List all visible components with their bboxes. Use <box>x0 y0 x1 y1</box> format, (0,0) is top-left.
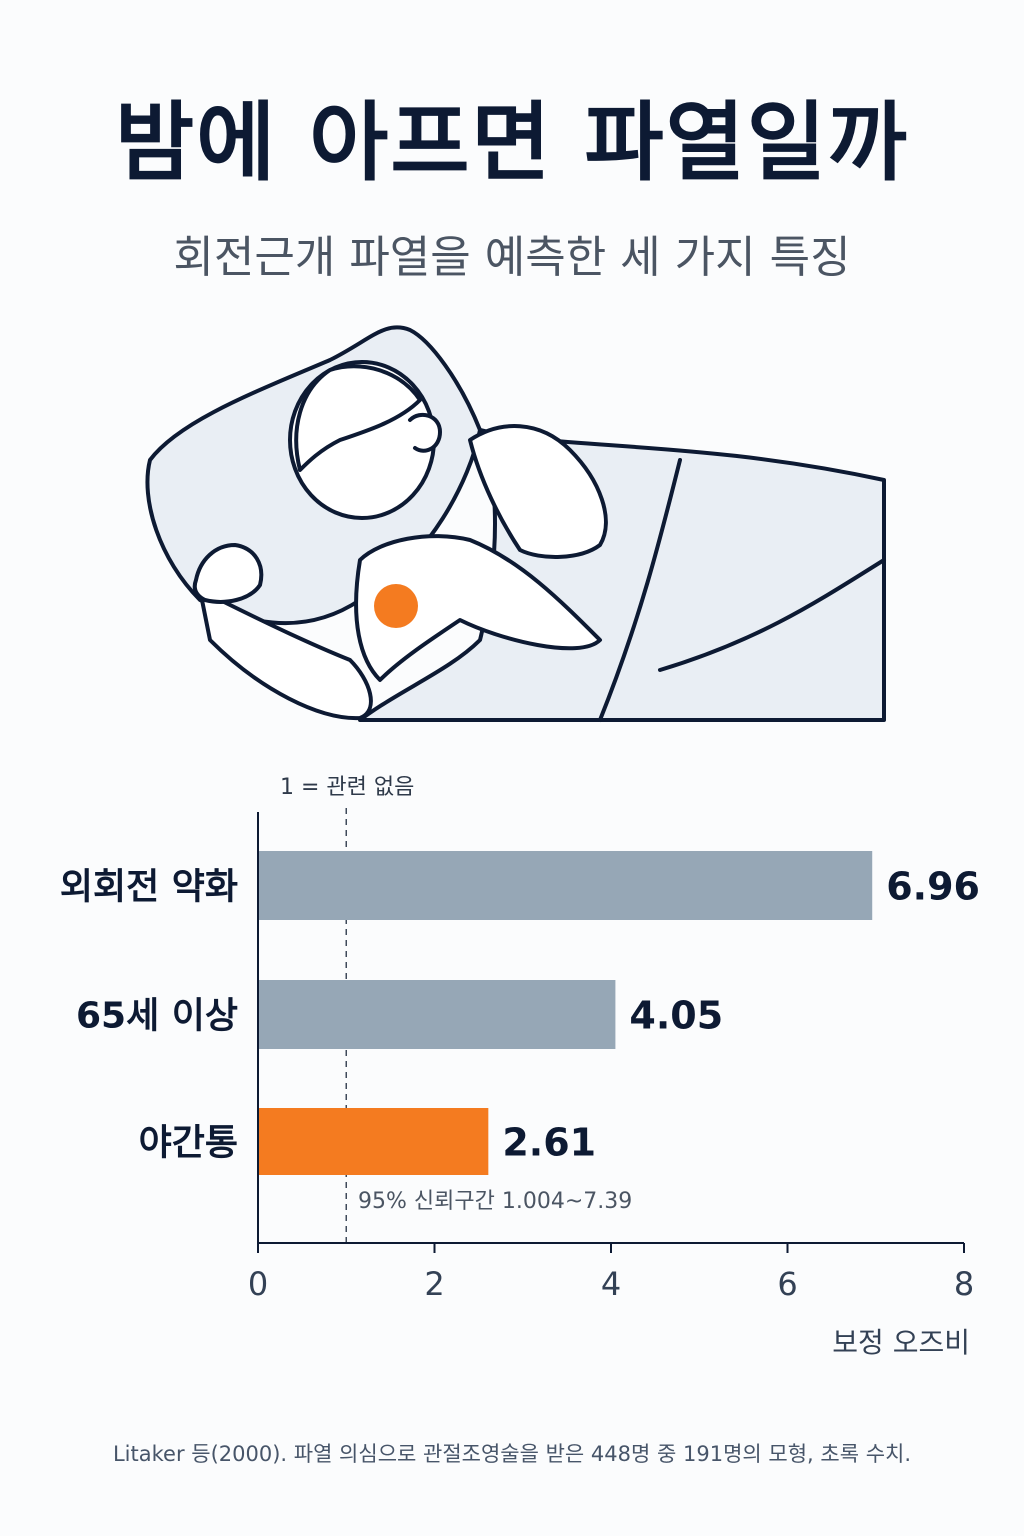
sleeping-person-shoulder-pain-icon <box>145 325 886 722</box>
page-title: 밤에 아프면 파열일까 <box>115 93 909 193</box>
x-tick-label: 2 <box>424 1265 444 1303</box>
value-label: 2.61 <box>502 1121 596 1165</box>
x-tick-label: 8 <box>954 1265 974 1303</box>
category-label: 야간통 <box>139 1123 238 1164</box>
value-label: 4.05 <box>629 994 723 1038</box>
bar-3 <box>258 1108 489 1175</box>
x-axis-label: 보정 오즈비 <box>832 1326 970 1359</box>
x-tick-label: 4 <box>601 1265 621 1303</box>
x-tick-label: 0 <box>248 1265 268 1303</box>
page-subtitle: 회전근개 파열을 예측한 세 가지 특징 <box>173 232 851 283</box>
x-tick-label: 6 <box>777 1265 797 1303</box>
reference-line-label: 1 = 관련 없음 <box>280 775 414 800</box>
confidence-interval-annotation: 95% 신뢰구간 1.004~7.39 <box>358 1189 632 1214</box>
source-footnote: Litaker 등(2000). 파열 의심으로 관절조영술을 받은 448명 … <box>112 1442 912 1466</box>
bar-2 <box>258 980 616 1049</box>
category-label: 65세 이상 <box>76 996 238 1037</box>
value-label: 6.96 <box>886 865 980 909</box>
bar-1 <box>258 851 873 920</box>
category-label: 외회전 약화 <box>60 867 238 908</box>
